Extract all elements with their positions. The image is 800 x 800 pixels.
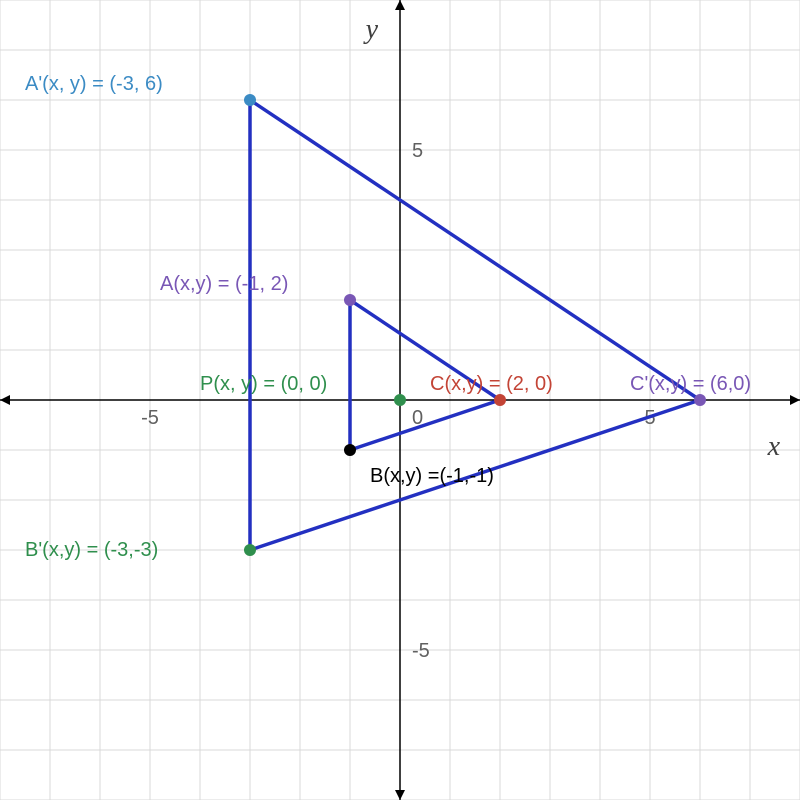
point-P bbox=[394, 394, 406, 406]
point-label-A: A(x,y) = (-1, 2) bbox=[160, 273, 288, 295]
y-tick-label: 5 bbox=[412, 140, 423, 162]
point-Aprime bbox=[244, 94, 256, 106]
x-axis-label: x bbox=[767, 431, 781, 462]
point-label-P: P(x, y) = (0, 0) bbox=[200, 373, 327, 395]
point-C bbox=[494, 394, 506, 406]
point-label-C: C(x,y) = (2, 0) bbox=[430, 373, 553, 395]
point-Bprime bbox=[244, 544, 256, 556]
point-label-Cprime: C'(x,y) = (6,0) bbox=[630, 373, 751, 395]
point-label-B: B(x,y) =(-1,-1) bbox=[370, 465, 494, 487]
point-label-Aprime: A'(x, y) = (-3, 6) bbox=[25, 73, 163, 95]
y-tick-label: -5 bbox=[412, 640, 430, 662]
plot-svg: -505-55xyA'(x, y) = (-3, 6)A(x,y) = (-1,… bbox=[0, 0, 800, 800]
coordinate-plane: -505-55xyA'(x, y) = (-3, 6)A(x,y) = (-1,… bbox=[0, 0, 800, 800]
point-Cprime bbox=[694, 394, 706, 406]
x-tick-label: -5 bbox=[141, 407, 159, 429]
point-label-Bprime: B'(x,y) = (-3,-3) bbox=[25, 539, 158, 561]
point-B bbox=[344, 444, 356, 456]
y-axis-label: y bbox=[363, 14, 379, 45]
point-A bbox=[344, 294, 356, 306]
